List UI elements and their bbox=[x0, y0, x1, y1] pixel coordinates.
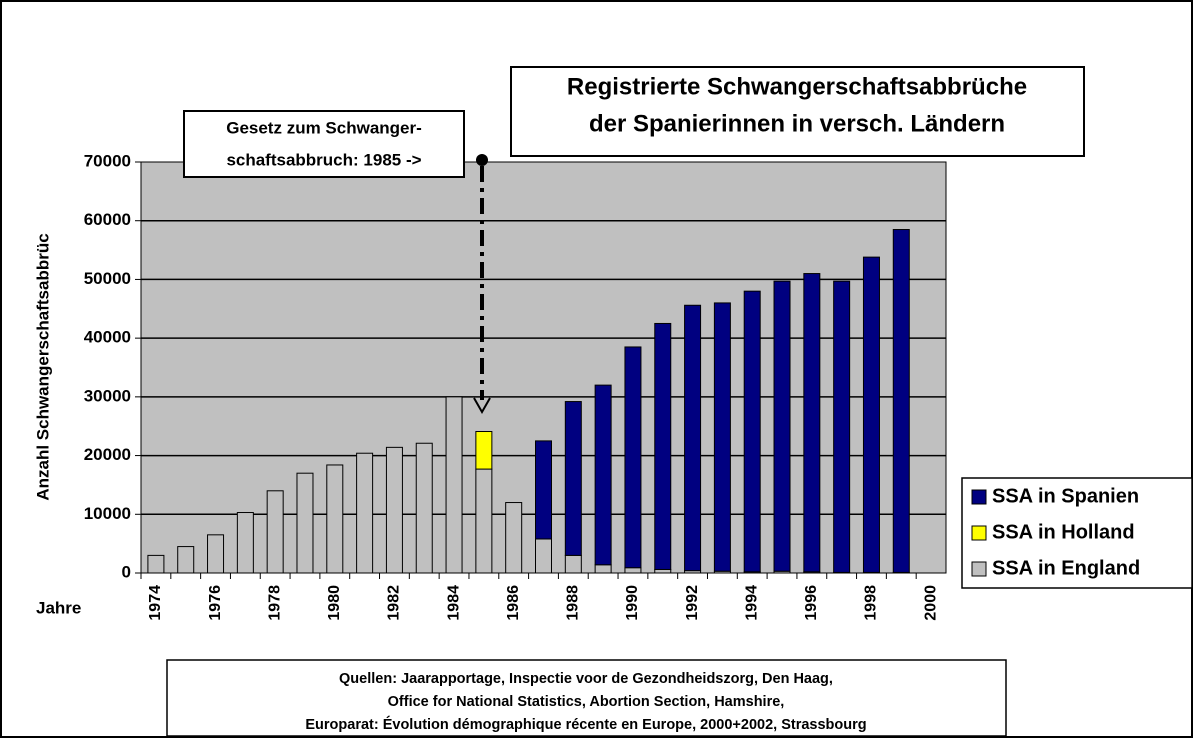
bar bbox=[892, 229, 910, 573]
chart-title: Registrierte Schwangerschaftsabbrüche bbox=[567, 73, 1027, 100]
x-axis-label: Jahre bbox=[36, 598, 81, 617]
bar bbox=[624, 567, 642, 574]
bar bbox=[296, 472, 314, 574]
y-tick-label: 50000 bbox=[84, 269, 131, 288]
x-tick-label: 1980 bbox=[326, 585, 343, 621]
annotation-dot bbox=[476, 154, 488, 166]
bar bbox=[564, 401, 582, 556]
bar bbox=[654, 322, 672, 570]
legend-label: SSA in Holland bbox=[992, 521, 1135, 543]
y-tick-label: 20000 bbox=[84, 445, 131, 464]
bar bbox=[505, 502, 523, 574]
bar bbox=[803, 273, 821, 573]
y-tick-label: 10000 bbox=[84, 504, 131, 523]
x-tick-label: 1988 bbox=[565, 585, 582, 621]
y-tick-label: 0 bbox=[122, 562, 131, 581]
y-axis-label: Anzahl Schwangerschaftsabbrüc bbox=[33, 233, 52, 500]
x-tick-label: 1984 bbox=[445, 585, 462, 621]
x-tick-label: 1992 bbox=[684, 585, 701, 621]
legend-label: SSA in England bbox=[992, 557, 1140, 579]
source-box bbox=[166, 659, 1007, 737]
chart-title: der Spanierinnen in versch. Ländern bbox=[589, 110, 1005, 137]
bar bbox=[743, 290, 761, 573]
legend-swatch bbox=[971, 489, 987, 505]
x-tick-label: 1976 bbox=[207, 585, 224, 621]
annotation-box bbox=[183, 110, 465, 178]
x-tick-label: 1996 bbox=[803, 585, 820, 621]
bar bbox=[475, 468, 493, 574]
bar bbox=[594, 384, 612, 566]
bar bbox=[326, 464, 344, 574]
bar bbox=[833, 280, 851, 573]
bar bbox=[356, 452, 374, 574]
annotation: Gesetz zum Schwanger- bbox=[226, 118, 422, 137]
y-tick-label: 60000 bbox=[84, 210, 131, 229]
legend-swatch bbox=[971, 561, 987, 577]
x-tick-label: 1982 bbox=[386, 585, 403, 621]
bar bbox=[564, 554, 582, 574]
source: Office for National Statistics, Abortion… bbox=[388, 694, 785, 710]
legend bbox=[961, 477, 1193, 589]
bar bbox=[862, 256, 880, 573]
title-box bbox=[510, 66, 1085, 157]
x-tick-label: 1978 bbox=[266, 585, 283, 621]
bar bbox=[624, 346, 642, 569]
bar bbox=[773, 280, 791, 572]
bar bbox=[177, 546, 195, 574]
source: Europarat: Évolution démographique récen… bbox=[305, 716, 866, 733]
bar bbox=[147, 554, 165, 574]
y-tick-label: 40000 bbox=[84, 328, 131, 347]
bar bbox=[475, 430, 493, 470]
bar bbox=[445, 396, 463, 574]
legend-swatch bbox=[971, 525, 987, 541]
x-tick-label: 2000 bbox=[922, 585, 939, 621]
x-tick-label: 1974 bbox=[147, 585, 164, 621]
x-tick-label: 1990 bbox=[624, 585, 641, 621]
bar bbox=[594, 564, 612, 574]
y-tick-label: 30000 bbox=[84, 386, 131, 405]
x-tick-label: 1998 bbox=[863, 585, 880, 621]
legend-label: SSA in Spanien bbox=[992, 485, 1139, 507]
bar bbox=[207, 534, 225, 574]
arrow-head bbox=[473, 397, 491, 415]
x-tick-label: 1994 bbox=[743, 585, 760, 621]
bar bbox=[236, 512, 254, 574]
bar bbox=[684, 304, 702, 572]
bar bbox=[385, 446, 403, 574]
bar bbox=[535, 440, 552, 540]
y-tick-label: 70000 bbox=[84, 151, 131, 170]
source: Quellen: Jaarapportage, Inspectie voor d… bbox=[339, 671, 833, 687]
x-tick-label: 1986 bbox=[505, 585, 522, 621]
bar bbox=[713, 302, 731, 572]
annotation: schaftsabbruch: 1985 -> bbox=[226, 150, 421, 169]
bar bbox=[535, 538, 552, 574]
bar bbox=[654, 568, 672, 574]
bar bbox=[266, 490, 284, 574]
bar bbox=[415, 442, 433, 574]
